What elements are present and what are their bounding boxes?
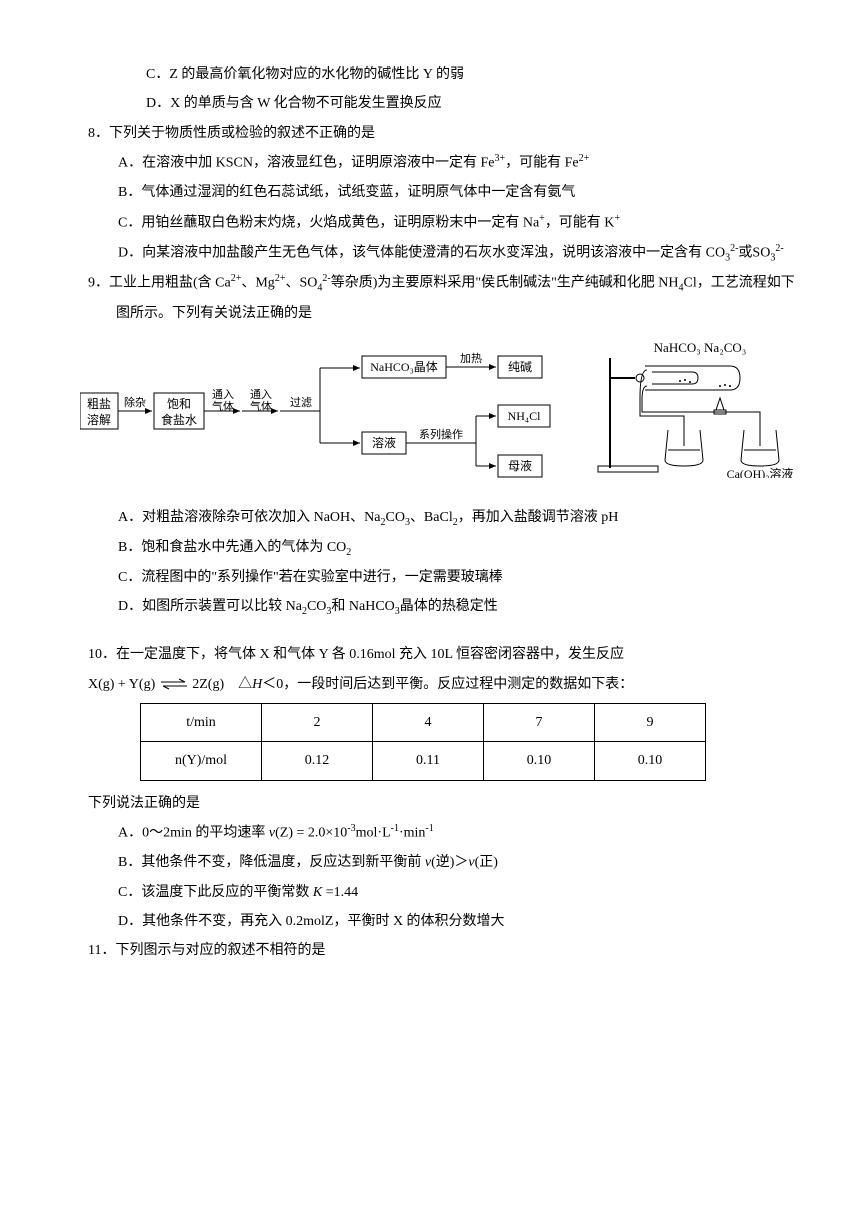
q10-option-d: D．其他条件不变，再充入 0.2molZ，平衡时 X 的体积分数增大 bbox=[60, 907, 800, 936]
table-cell: 0.11 bbox=[373, 742, 484, 780]
table-cell: 0.12 bbox=[262, 742, 373, 780]
text: (正) bbox=[475, 855, 498, 870]
text: 、BaCl bbox=[410, 510, 453, 525]
q8-option-c: C．用铂丝蘸取白色粉末灼烧，火焰成黄色，证明原粉末中一定有 Na+，可能有 K+ bbox=[60, 208, 800, 238]
sup: 2+ bbox=[231, 273, 242, 284]
sub: 2 bbox=[346, 547, 351, 558]
q7-option-c: C．Z 的最高价氧化物对应的水化物的碱性比 Y 的弱 bbox=[60, 60, 800, 89]
q9-option-d: D．如图所示装置可以比较 Na2CO3和 NaHCO3晶体的热稳定性 bbox=[60, 592, 800, 622]
table-cell: 2 bbox=[262, 703, 373, 741]
q7-option-d: D．X 的单质与含 W 化合物不可能发生置换反应 bbox=[60, 89, 800, 118]
q8-stem: 8．下列关于物质性质或检验的叙述不正确的是 bbox=[88, 119, 800, 148]
flowchart-diagram: 粗盐 溶解 除杂 饱和 食盐水 通入 气体 通入 气体 过滤 NaHCO₃晶体 … bbox=[80, 338, 800, 489]
text: ·min bbox=[399, 826, 425, 841]
sup: + bbox=[614, 213, 620, 224]
q10-option-a: A．0～2min 的平均速率 v(Z) = 2.0×10-3mol·L-1·mi… bbox=[60, 818, 800, 848]
text: A．对粗盐溶液除杂可依次加入 NaOH、Na bbox=[118, 510, 380, 525]
svg-text:食盐水: 食盐水 bbox=[161, 412, 197, 427]
text: 、SO bbox=[285, 276, 317, 291]
sup: -3 bbox=[347, 823, 355, 834]
sub: 4 bbox=[317, 283, 322, 294]
text: D．向某溶液中加盐酸产生无色气体，该气体能使澄清的石灰水变浑浊，说明该溶液中一定… bbox=[118, 245, 725, 260]
text: 、Mg bbox=[241, 276, 274, 291]
table-cell: 9 bbox=[595, 703, 706, 741]
text: A．0～2min 的平均速率 bbox=[118, 826, 269, 841]
text: (Z) = 2.0×10 bbox=[275, 826, 347, 841]
sup: 2- bbox=[322, 273, 330, 284]
text: mol·L bbox=[356, 826, 391, 841]
label-filter: 过滤 bbox=[290, 396, 312, 409]
text: (逆)＞ bbox=[431, 855, 468, 870]
table-cell: 0.10 bbox=[484, 742, 595, 780]
sup: -1 bbox=[425, 823, 433, 834]
text: X(g) + Y(g) bbox=[88, 677, 159, 692]
table-row: t/min 2 4 7 9 bbox=[141, 703, 706, 741]
box-sat-salt: 饱和 bbox=[167, 396, 191, 411]
text: 晶体的热稳定性 bbox=[400, 599, 498, 614]
text: B．饱和食盐水中先通入的气体为 CO bbox=[118, 540, 346, 555]
text: ，可能有 K bbox=[545, 215, 615, 230]
label-heat: 加热 bbox=[460, 352, 482, 365]
box-crude-salt: 粗盐 bbox=[87, 397, 111, 411]
q11-stem: 11．下列图示与对应的叙述不相符的是 bbox=[88, 936, 800, 965]
q10-option-b: B．其他条件不变，降低温度，反应达到新平衡前 v(逆)＞v(正) bbox=[60, 848, 800, 877]
apparatus-label-top: NaHCO₃ Na₂CO₃ bbox=[654, 340, 747, 355]
table-cell: t/min bbox=[141, 703, 262, 741]
label-remove: 除杂 bbox=[124, 395, 146, 409]
text: K bbox=[313, 885, 322, 900]
text: ，可能有 Fe bbox=[505, 156, 579, 171]
text: 2Z(g) △ bbox=[189, 677, 252, 692]
text: 和 NaHCO bbox=[331, 599, 394, 614]
table-cell: 4 bbox=[373, 703, 484, 741]
q9-option-b: B．饱和食盐水中先通入的气体为 CO2 bbox=[60, 533, 800, 563]
svg-text:通入: 通入 bbox=[250, 388, 272, 401]
sup: 2+ bbox=[275, 273, 286, 284]
box-mother: 母液 bbox=[508, 458, 532, 473]
q8-option-a: A．在溶液中加 KSCN，溶液显红色，证明原溶液中一定有 Fe3+，可能有 Fe… bbox=[60, 148, 800, 178]
svg-text:气体: 气体 bbox=[212, 399, 234, 413]
q10-intro: 下列说法正确的是 bbox=[60, 789, 800, 818]
box-nh4cl: NH₄Cl bbox=[508, 409, 542, 423]
text: =1.44 bbox=[322, 885, 358, 900]
q8-option-b: B．气体通过湿润的红色石蕊试纸，试纸变蓝，证明原气体中一定含有氨气 bbox=[60, 178, 800, 207]
label-series-op: 系列操作 bbox=[419, 427, 463, 441]
apparatus-label-bottom: Ca(OH)₂溶液 bbox=[727, 466, 794, 478]
text: C．该温度下此反应的平衡常数 bbox=[118, 885, 313, 900]
svg-text:气体: 气体 bbox=[250, 399, 272, 413]
text: CO bbox=[307, 599, 326, 614]
box-nahco3: NaHCO₃晶体 bbox=[370, 360, 438, 374]
q9-option-c: C．流程图中的"系列操作"若在实验室中进行，一定需要玻璃棒 bbox=[60, 563, 800, 592]
text: 9．工业上用粗盐(含 Ca bbox=[88, 276, 231, 291]
text: 等杂质)为主要原料采用"侯氏制碱法"生产纯碱和化肥 NH bbox=[331, 276, 679, 291]
box-solution: 溶液 bbox=[372, 435, 396, 450]
q9-option-a: A．对粗盐溶液除杂可依次加入 NaOH、Na2CO3、BaCl2，再加入盐酸调节… bbox=[60, 503, 800, 533]
text: C．用铂丝蘸取白色粉末灼烧，火焰成黄色，证明原粉末中一定有 Na bbox=[118, 215, 539, 230]
data-table: t/min 2 4 7 9 n(Y)/mol 0.12 0.11 0.10 0.… bbox=[140, 703, 706, 781]
table-cell: n(Y)/mol bbox=[141, 742, 262, 780]
text: 或SO bbox=[738, 245, 770, 260]
text: A．在溶液中加 KSCN，溶液显红色，证明原溶液中一定有 Fe bbox=[118, 156, 494, 171]
text: ，再加入盐酸调节溶液 pH bbox=[458, 510, 619, 525]
svg-text:通入: 通入 bbox=[212, 388, 234, 401]
sup: 3+ bbox=[494, 153, 505, 164]
box-soda: 纯碱 bbox=[508, 360, 532, 374]
table-cell: 7 bbox=[484, 703, 595, 741]
sup: 2+ bbox=[579, 153, 590, 164]
q10-stem: 10．在一定温度下，将气体 X 和气体 Y 各 0.16mol 充入 10L 恒… bbox=[60, 640, 800, 669]
text: H bbox=[252, 677, 262, 692]
text: B．其他条件不变，降低温度，反应达到新平衡前 bbox=[118, 855, 425, 870]
equilibrium-arrow-icon bbox=[159, 678, 189, 690]
svg-text:溶解: 溶解 bbox=[87, 412, 111, 427]
table-row: n(Y)/mol 0.12 0.11 0.10 0.10 bbox=[141, 742, 706, 780]
q10-equation: X(g) + Y(g) 2Z(g) △H＜0，一段时间后达到平衡。反应过程中测定… bbox=[60, 670, 800, 699]
table-cell: 0.10 bbox=[595, 742, 706, 780]
text: ＜0，一段时间后达到平衡。反应过程中测定的数据如下表： bbox=[262, 677, 633, 692]
q9-stem: 9．工业上用粗盐(含 Ca2+、Mg2+、SO42-等杂质)为主要原料采用"侯氏… bbox=[88, 268, 800, 328]
text: D．如图所示装置可以比较 Na bbox=[118, 599, 302, 614]
sup: 2- bbox=[775, 243, 783, 254]
text: CO bbox=[385, 510, 404, 525]
q10-option-c: C．该温度下此反应的平衡常数 K =1.44 bbox=[60, 878, 800, 907]
q8-option-d: D．向某溶液中加盐酸产生无色气体，该气体能使澄清的石灰水变浑浊，说明该溶液中一定… bbox=[60, 238, 800, 268]
sup: -1 bbox=[391, 823, 399, 834]
